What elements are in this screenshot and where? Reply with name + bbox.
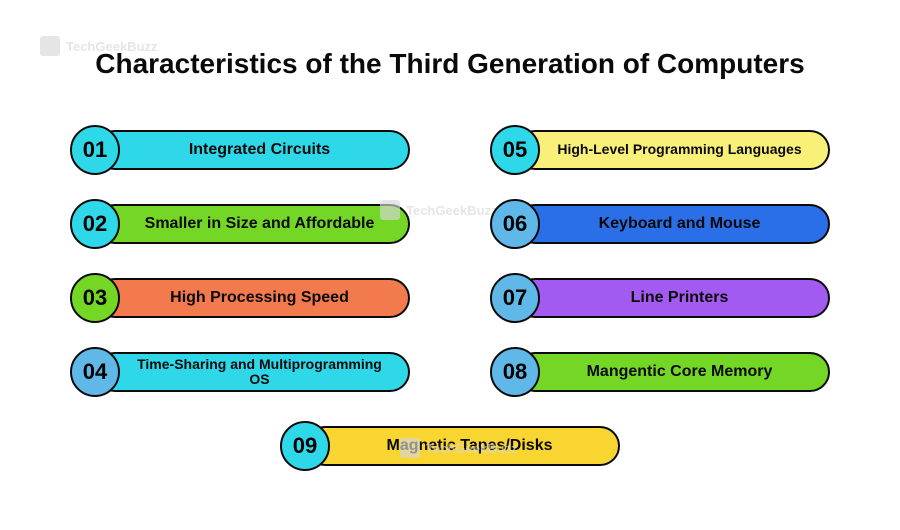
watermark-text: TechGeekBuzz bbox=[426, 441, 518, 456]
item-label: Line Printers bbox=[631, 289, 729, 307]
item-label-pill: Integrated Circuits bbox=[95, 130, 410, 170]
item-label: Smaller in Size and Affordable bbox=[145, 215, 375, 233]
bag-icon bbox=[400, 438, 420, 458]
item-number-circle: 04 bbox=[70, 347, 120, 397]
list-item: 01 Integrated Circuits bbox=[70, 128, 410, 172]
watermark: TechGeekBuzz bbox=[40, 36, 158, 56]
item-label-pill: Line Printers bbox=[515, 278, 830, 318]
item-number-circle: 03 bbox=[70, 273, 120, 323]
item-number-circle: 09 bbox=[280, 421, 330, 471]
item-number: 01 bbox=[83, 137, 107, 163]
item-number-circle: 02 bbox=[70, 199, 120, 249]
item-label-pill: Smaller in Size and Affordable bbox=[95, 204, 410, 244]
item-label: High-Level Programming Languages bbox=[557, 142, 801, 157]
watermark: TechGeekBuzz bbox=[380, 200, 498, 220]
list-item: 03 High Processing Speed bbox=[70, 276, 410, 320]
left-column: 01 Integrated Circuits 02 Smaller in Size a… bbox=[70, 128, 410, 394]
right-column: 05 High-Level Programming Languages 06 Keyb… bbox=[490, 128, 830, 394]
list-item: 02 Smaller in Size and Affordable bbox=[70, 202, 410, 246]
item-number: 04 bbox=[83, 359, 107, 385]
watermark: TechGeekBuzz bbox=[400, 438, 518, 458]
item-number: 08 bbox=[503, 359, 527, 385]
item-number: 09 bbox=[293, 433, 317, 459]
item-label-pill: Keyboard and Mouse bbox=[515, 204, 830, 244]
item-number: 06 bbox=[503, 211, 527, 237]
list-item: 04 Time-Sharing and Multiprogramming OS bbox=[70, 350, 410, 394]
bag-icon bbox=[380, 200, 400, 220]
items-grid: 01 Integrated Circuits 02 Smaller in Size a… bbox=[0, 128, 900, 394]
watermark-text: TechGeekBuzz bbox=[406, 203, 498, 218]
item-label: High Processing Speed bbox=[170, 289, 349, 307]
item-number: 03 bbox=[83, 285, 107, 311]
item-number: 07 bbox=[503, 285, 527, 311]
list-item: 06 Keyboard and Mouse bbox=[490, 202, 830, 246]
item-label-pill: Mangentic Core Memory bbox=[515, 352, 830, 392]
item-number: 05 bbox=[503, 137, 527, 163]
item-number-circle: 06 bbox=[490, 199, 540, 249]
item-number-circle: 08 bbox=[490, 347, 540, 397]
item-label-pill: Time-Sharing and Multiprogramming OS bbox=[95, 352, 410, 392]
item-label: Mangentic Core Memory bbox=[587, 363, 773, 381]
list-item: 07 Line Printers bbox=[490, 276, 830, 320]
item-label: Integrated Circuits bbox=[189, 141, 330, 159]
list-item: 08 Mangentic Core Memory bbox=[490, 350, 830, 394]
item-number-circle: 07 bbox=[490, 273, 540, 323]
item-number: 02 bbox=[83, 211, 107, 237]
item-label-pill: High-Level Programming Languages bbox=[515, 130, 830, 170]
bag-icon bbox=[40, 36, 60, 56]
item-label-pill: High Processing Speed bbox=[95, 278, 410, 318]
item-number-circle: 05 bbox=[490, 125, 540, 175]
item-label: Keyboard and Mouse bbox=[599, 215, 761, 233]
watermark-text: TechGeekBuzz bbox=[66, 39, 158, 54]
list-item: 05 High-Level Programming Languages bbox=[490, 128, 830, 172]
item-number-circle: 01 bbox=[70, 125, 120, 175]
item-label: Time-Sharing and Multiprogramming OS bbox=[127, 357, 392, 388]
